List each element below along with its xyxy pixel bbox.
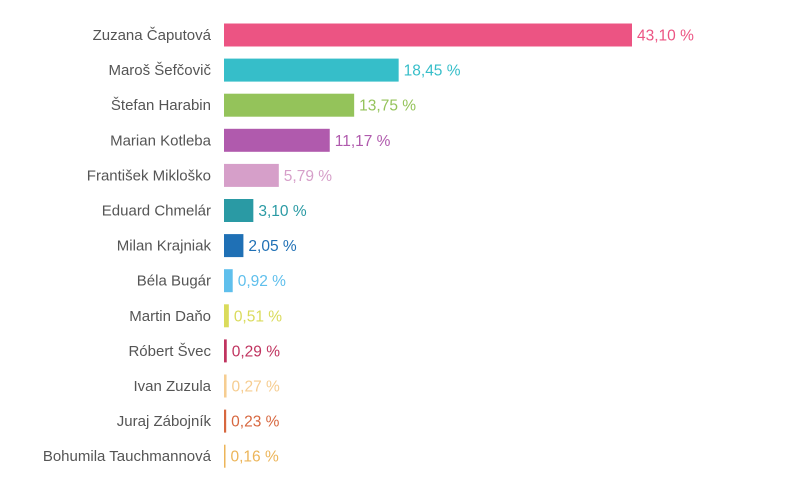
- bar: [224, 128, 330, 152]
- value-label: 5,79 %: [284, 168, 332, 185]
- value-label: 0,92 %: [238, 273, 286, 290]
- category-label: Béla Bugár: [137, 273, 211, 290]
- value-label: 13,75 %: [359, 98, 416, 115]
- value-label: 2,05 %: [248, 238, 296, 255]
- bar: [224, 374, 227, 398]
- value-label: 3,10 %: [258, 203, 306, 220]
- category-label: Martin Daňo: [129, 308, 211, 325]
- category-label: Marian Kotleba: [110, 132, 212, 149]
- value-label: 11,17 %: [335, 133, 391, 150]
- value-label: 0,23 %: [231, 414, 279, 431]
- bar: [224, 93, 355, 117]
- value-label: 18,45 %: [404, 63, 461, 80]
- bar: [224, 58, 399, 82]
- category-label: Róbert Švec: [128, 343, 211, 360]
- value-label: 0,51 %: [234, 308, 282, 325]
- category-label: Milan Krajniak: [117, 238, 212, 255]
- bar: [224, 339, 227, 363]
- category-label: František Mikloško: [87, 167, 211, 184]
- bar: [224, 199, 254, 222]
- bar: [224, 409, 227, 433]
- value-label: 0,16 %: [231, 449, 279, 466]
- category-label: Bohumila Tauchmannová: [43, 448, 212, 465]
- bar: [224, 304, 229, 328]
- category-label: Štefan Harabin: [111, 97, 211, 114]
- category-label: Ivan Zuzula: [133, 378, 211, 395]
- category-label: Maroš Šefčovič: [108, 62, 211, 79]
- category-label: Eduard Chmelár: [102, 203, 211, 220]
- category-label: Juraj Zábojník: [117, 413, 212, 430]
- value-label: 43,10 %: [637, 28, 694, 45]
- bar: [224, 444, 226, 468]
- value-label: 0,27 %: [232, 379, 280, 396]
- bar: [224, 234, 244, 258]
- value-label: 0,29 %: [232, 343, 280, 360]
- category-label: Zuzana Čaputová: [93, 27, 212, 44]
- bar: [224, 23, 632, 47]
- bar: [224, 269, 233, 293]
- bar: [224, 163, 279, 187]
